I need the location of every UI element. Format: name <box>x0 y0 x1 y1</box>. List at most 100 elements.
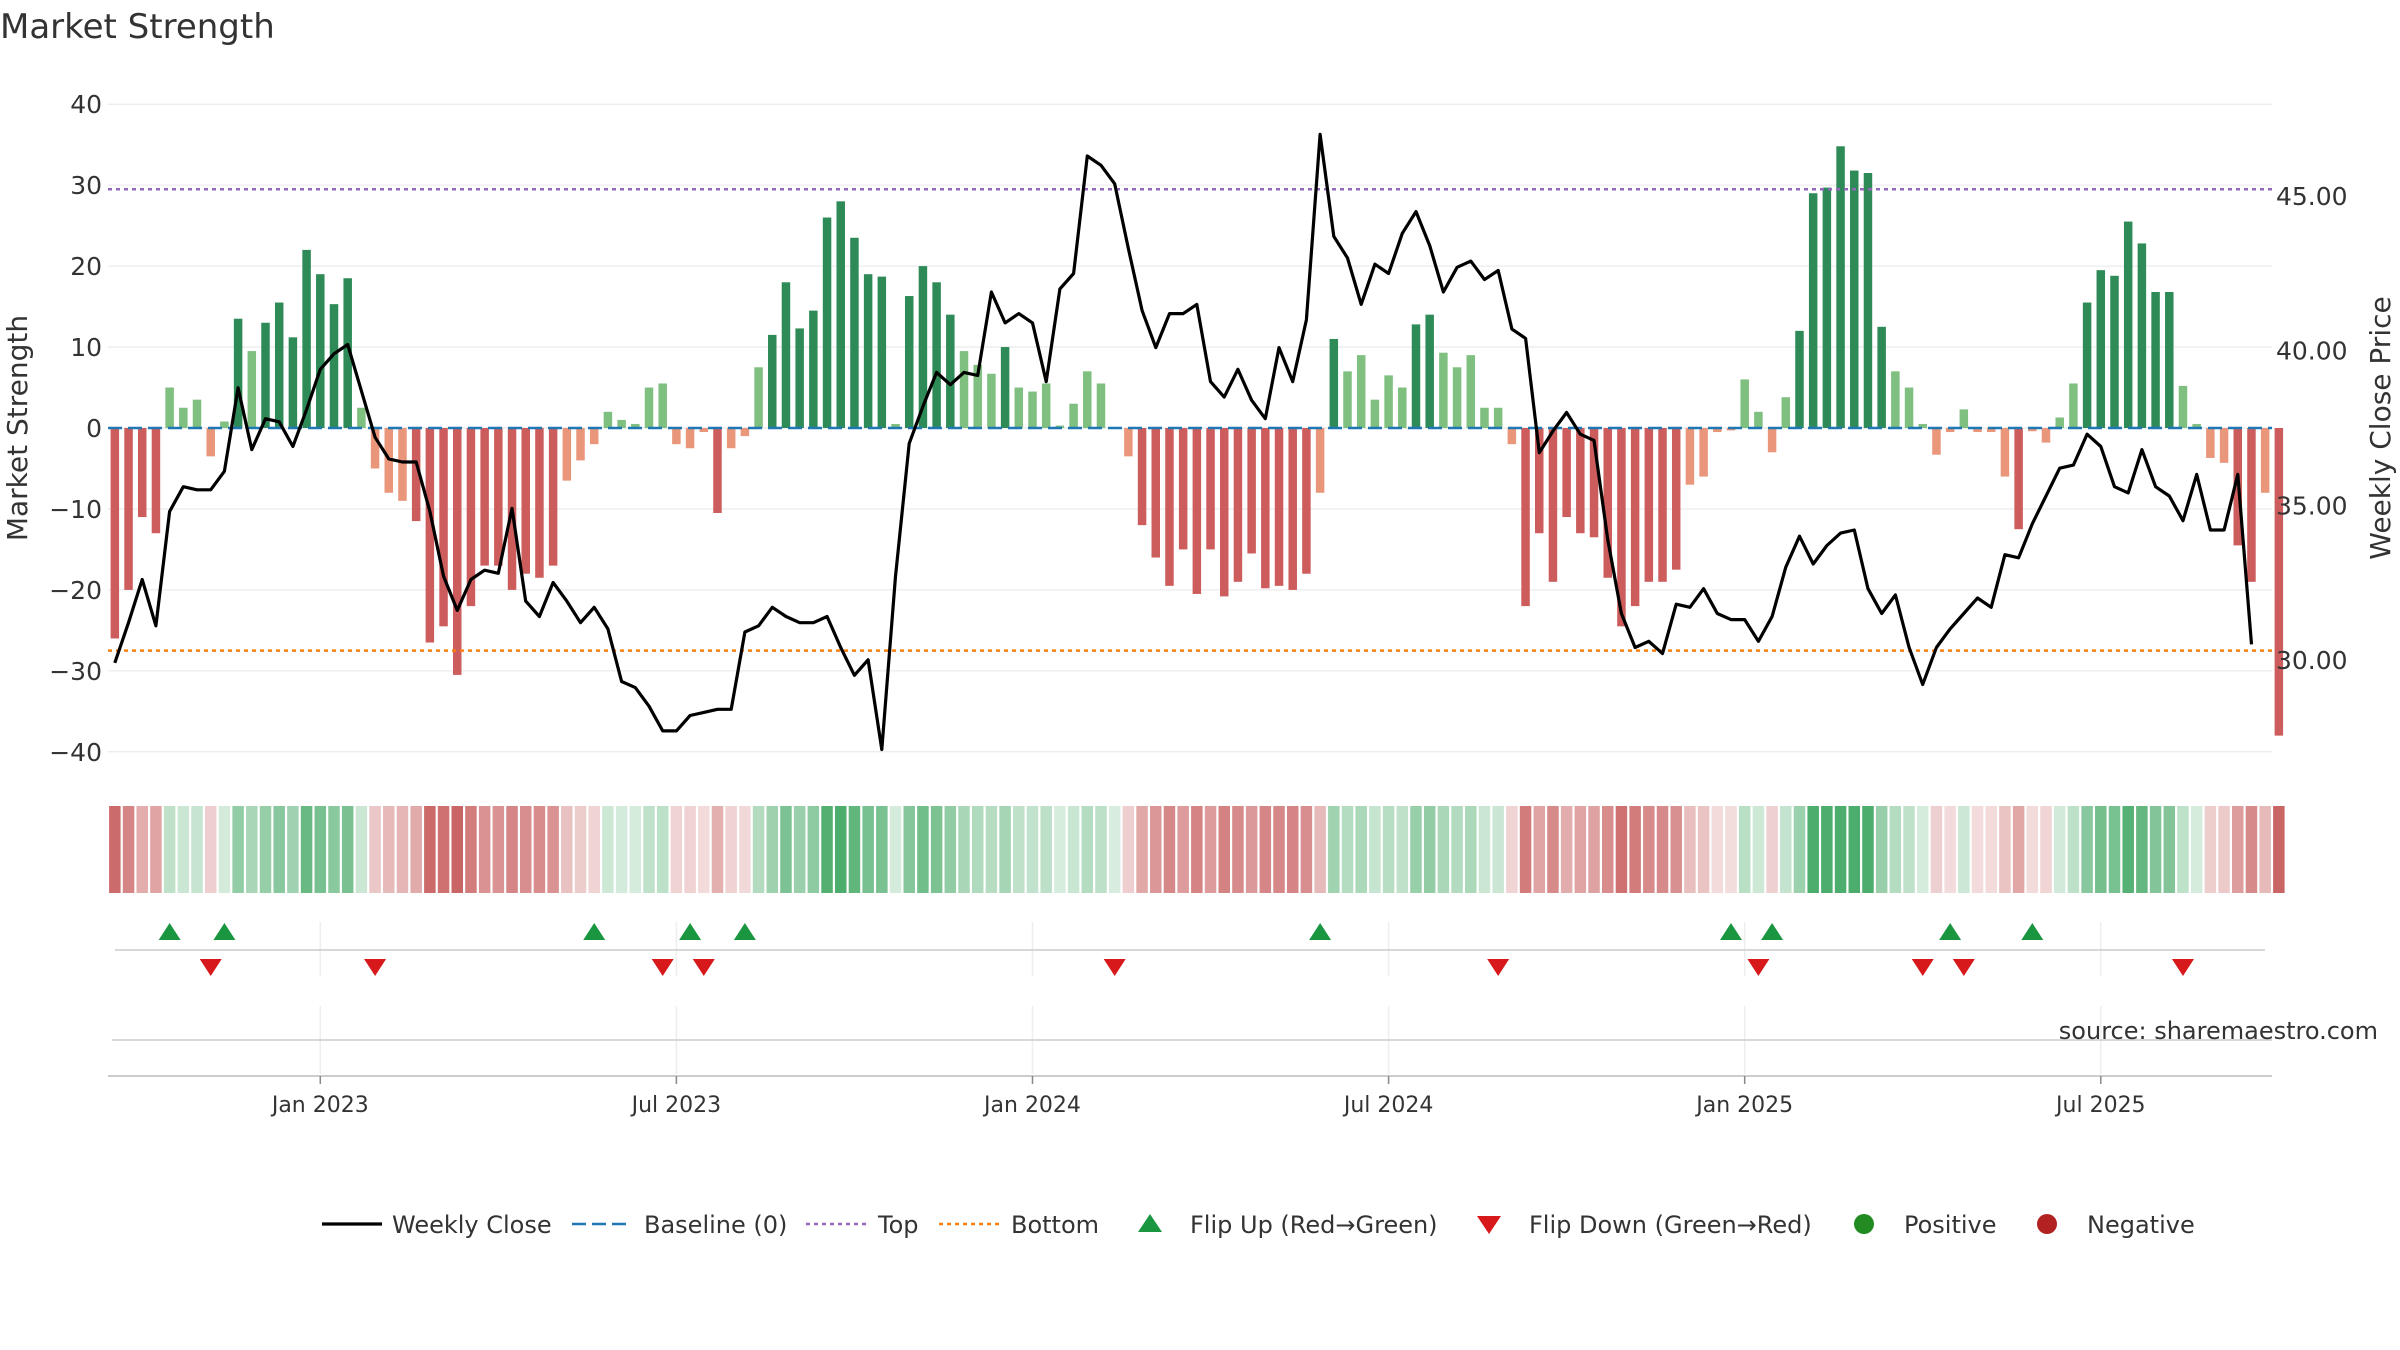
heat-cell <box>807 806 820 893</box>
heat-cell <box>1108 806 1121 893</box>
strength-bar <box>1014 387 1024 428</box>
strength-bar <box>836 201 845 428</box>
strength-bar <box>1945 428 1955 433</box>
heat-cell <box>1273 806 1285 893</box>
strength-bar <box>1891 371 1900 428</box>
strength-bar <box>1274 428 1284 586</box>
strength-bar <box>1754 411 1763 428</box>
x-tick-label: Jan 2023 <box>270 1093 369 1118</box>
heat-cell <box>109 806 121 893</box>
heat-cell <box>478 806 491 893</box>
strength-bar <box>288 337 298 428</box>
strength-heat-strip <box>109 806 2285 893</box>
heat-cell <box>1834 806 1847 893</box>
flip-up-marker <box>1720 923 1742 940</box>
heat-cell <box>670 806 683 893</box>
heat-cell <box>1067 806 1080 893</box>
strength-bar <box>2260 428 2270 493</box>
heat-cell <box>2136 806 2148 893</box>
strength-bar <box>576 428 585 461</box>
flip-up-marker <box>1939 923 1962 940</box>
strength-bar <box>754 367 763 428</box>
strength-bar <box>959 351 969 428</box>
heat-cell <box>1150 806 1162 893</box>
heat-cell <box>122 806 135 893</box>
strength-bar <box>2274 428 2284 736</box>
strength-bar <box>1356 355 1366 428</box>
strength-bar <box>1918 423 1927 428</box>
strength-bar <box>1069 403 1078 428</box>
y-tick-label: −20 <box>49 576 102 605</box>
heat-cell <box>1355 806 1367 893</box>
heat-cell <box>1328 806 1340 893</box>
y2-tick-label: 45.00 <box>2276 182 2348 211</box>
strength-bar <box>2192 423 2201 428</box>
strength-bar <box>466 428 476 607</box>
heat-cell <box>1752 806 1765 893</box>
heat-cell <box>2218 806 2230 893</box>
strength-bar <box>2247 428 2256 582</box>
strength-bar <box>521 428 530 574</box>
heat-cell <box>1533 806 1546 893</box>
strength-bar <box>1767 428 1777 453</box>
heat-cell <box>1848 806 1861 893</box>
strength-bar <box>425 428 435 643</box>
strength-bar <box>850 237 859 428</box>
heat-cell <box>547 806 559 893</box>
strength-bar <box>151 428 161 534</box>
strength-bar <box>439 428 448 627</box>
heat-cell <box>437 806 450 893</box>
heat-cell <box>424 806 436 893</box>
heat-cell <box>2012 806 2025 893</box>
flip-up-marker <box>679 923 702 940</box>
strength-bar <box>1671 428 1681 570</box>
heat-cell <box>780 806 792 893</box>
flip-up-marker <box>733 923 756 940</box>
heat-cell <box>465 806 477 893</box>
heat-cell <box>1601 806 1614 893</box>
flip-down-marker <box>1952 959 1975 976</box>
strength-bar <box>398 428 407 501</box>
strength-bar <box>1562 428 1571 518</box>
strength-bar <box>192 399 202 428</box>
flip-up-marker <box>1309 923 1332 940</box>
y2-tick-label: 30.00 <box>2276 646 2348 675</box>
heat-cell <box>273 806 285 893</box>
strength-bar <box>2028 428 2037 432</box>
strength-bar <box>2165 292 2174 428</box>
strength-bar <box>1261 428 1270 589</box>
flip-down-marker <box>1487 959 1510 976</box>
heat-cell <box>903 806 915 893</box>
strength-bar <box>631 423 640 428</box>
source-label: source: sharemaestro.com <box>2059 1017 2378 1045</box>
strength-bar <box>1986 428 1996 433</box>
legend-label-bottom: Bottom <box>1011 1211 1099 1239</box>
flip-up-marker <box>158 923 181 940</box>
heat-cell <box>1656 806 1669 893</box>
flip-down-marker <box>1103 959 1126 976</box>
strength-bar <box>1932 428 1941 455</box>
strength-bar <box>1384 375 1393 428</box>
heat-cell <box>2067 806 2080 893</box>
heat-cell <box>588 806 600 893</box>
heat-cell <box>2095 806 2107 893</box>
y2-axis-label: Weekly Close Price <box>2364 296 2397 559</box>
strength-bar <box>110 428 120 639</box>
strength-bar <box>1151 428 1161 558</box>
heat-cell <box>410 806 422 893</box>
heat-cell <box>766 806 779 893</box>
heat-cell <box>1314 806 1326 893</box>
heat-cell <box>232 806 244 893</box>
heat-cell <box>492 806 505 893</box>
heat-cell <box>1095 806 1107 893</box>
strength-bar <box>740 428 750 437</box>
y-tick-label: 0 <box>86 414 102 443</box>
heat-cell <box>1684 806 1696 893</box>
strength-bar <box>2041 428 2051 443</box>
left-axis: 40 30 20 10 0 −10 −20 −30 −40 <box>49 90 102 767</box>
strength-bar <box>617 419 626 428</box>
strength-bar <box>1041 383 1051 428</box>
heat-cell <box>725 806 737 893</box>
strength-bar <box>1247 428 1256 554</box>
heat-cell <box>1697 806 1710 893</box>
